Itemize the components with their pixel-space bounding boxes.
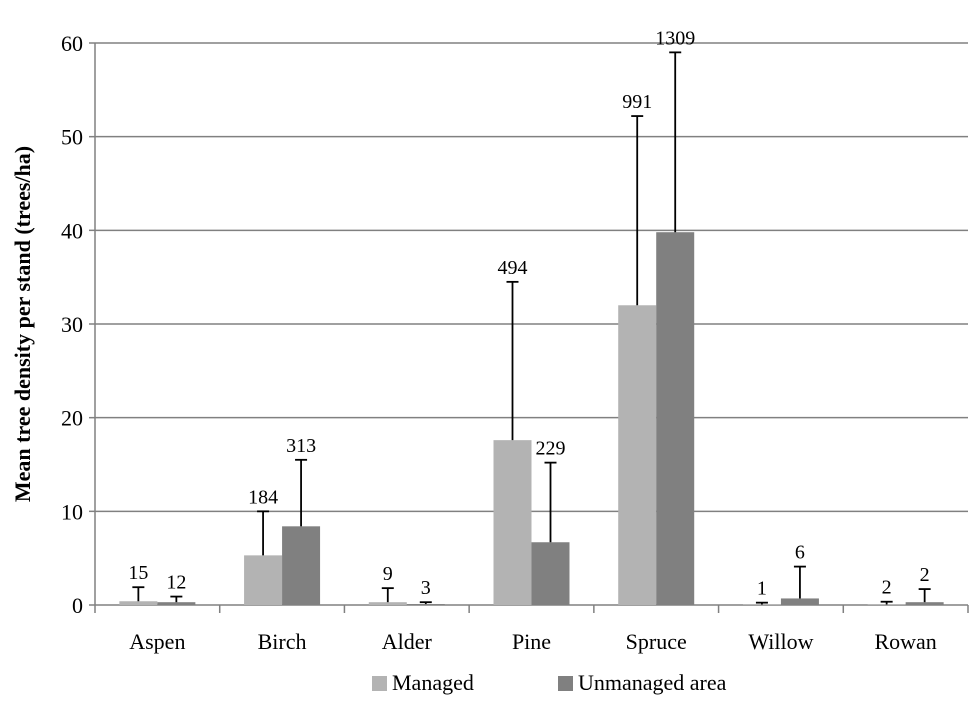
x-tick-label-spruce: Spruce: [626, 629, 687, 654]
error-bars: [132, 51, 931, 605]
data-label-managed-spruce: 991: [622, 91, 652, 113]
bar-unmanaged-area-alder: [406, 604, 445, 605]
x-tick-label-aspen: Aspen: [129, 629, 185, 654]
x-tick-label-rowan: Rowan: [874, 629, 936, 654]
bar-unmanaged-area-birch: [282, 526, 321, 605]
x-tick-label-birch: Birch: [258, 629, 307, 654]
data-label-unmanaged-area-willow: 6: [795, 542, 805, 564]
y-tick-label-40: 40: [61, 218, 83, 243]
bar-managed-alder: [368, 602, 407, 605]
bar-managed-aspen: [119, 601, 158, 605]
y-tick-label-20: 20: [61, 406, 83, 431]
y-tick-label-30: 30: [61, 312, 83, 337]
data-label-managed-aspen: 15: [128, 562, 148, 584]
y-axis-title: Mean tree density per stand (trees/ha): [10, 146, 35, 502]
y-tick-label-0: 0: [72, 593, 83, 618]
data-label-unmanaged-area-birch: 313: [286, 435, 316, 457]
legend-swatch-unmanaged-area: [558, 676, 573, 691]
x-tick-label-alder: Alder: [382, 629, 433, 654]
axes: 0 10 20 30 40 50 60 Aspen Birch Alder Pine Spruce Wi…: [61, 31, 969, 654]
legend-label-managed: Managed: [392, 670, 474, 695]
bar-unmanaged-area-spruce: [656, 232, 695, 605]
y-tick-label-60: 60: [61, 31, 83, 56]
gridlines: [95, 42, 968, 513]
bar-managed-birch: [244, 555, 283, 605]
data-label-unmanaged-area-spruce: 1309: [655, 27, 695, 49]
x-tick-label-pine: Pine: [512, 629, 551, 654]
data-label-managed-birch: 184: [248, 486, 278, 508]
data-label-unmanaged-area-rowan: 2: [920, 564, 930, 586]
data-label-unmanaged-area-alder: 3: [421, 577, 431, 599]
bar-unmanaged-area-willow: [780, 598, 819, 605]
data-label-unmanaged-area-pine: 229: [536, 438, 566, 460]
bars: [119, 232, 944, 605]
data-label-managed-pine: 494: [498, 257, 528, 279]
bar-managed-pine: [493, 440, 532, 605]
y-tick-label-50: 50: [61, 125, 83, 150]
bar-unmanaged-area-rowan: [905, 602, 944, 605]
legend-label-unmanaged-area: Unmanaged area: [578, 670, 727, 695]
bar-managed-spruce: [618, 305, 657, 605]
data-label-managed-alder: 9: [383, 563, 393, 585]
data-label-unmanaged-area-aspen: 12: [166, 572, 186, 594]
bar-unmanaged-area-pine: [531, 542, 570, 605]
bar-unmanaged-area-aspen: [157, 602, 196, 605]
y-tick-label-10: 10: [61, 499, 83, 524]
legend: Managed Unmanaged area: [372, 670, 727, 695]
data-label-managed-willow: 1: [757, 578, 767, 600]
data-label-managed-rowan: 2: [882, 577, 892, 599]
x-tick-label-willow: Willow: [748, 629, 813, 654]
legend-swatch-managed: [372, 676, 387, 691]
